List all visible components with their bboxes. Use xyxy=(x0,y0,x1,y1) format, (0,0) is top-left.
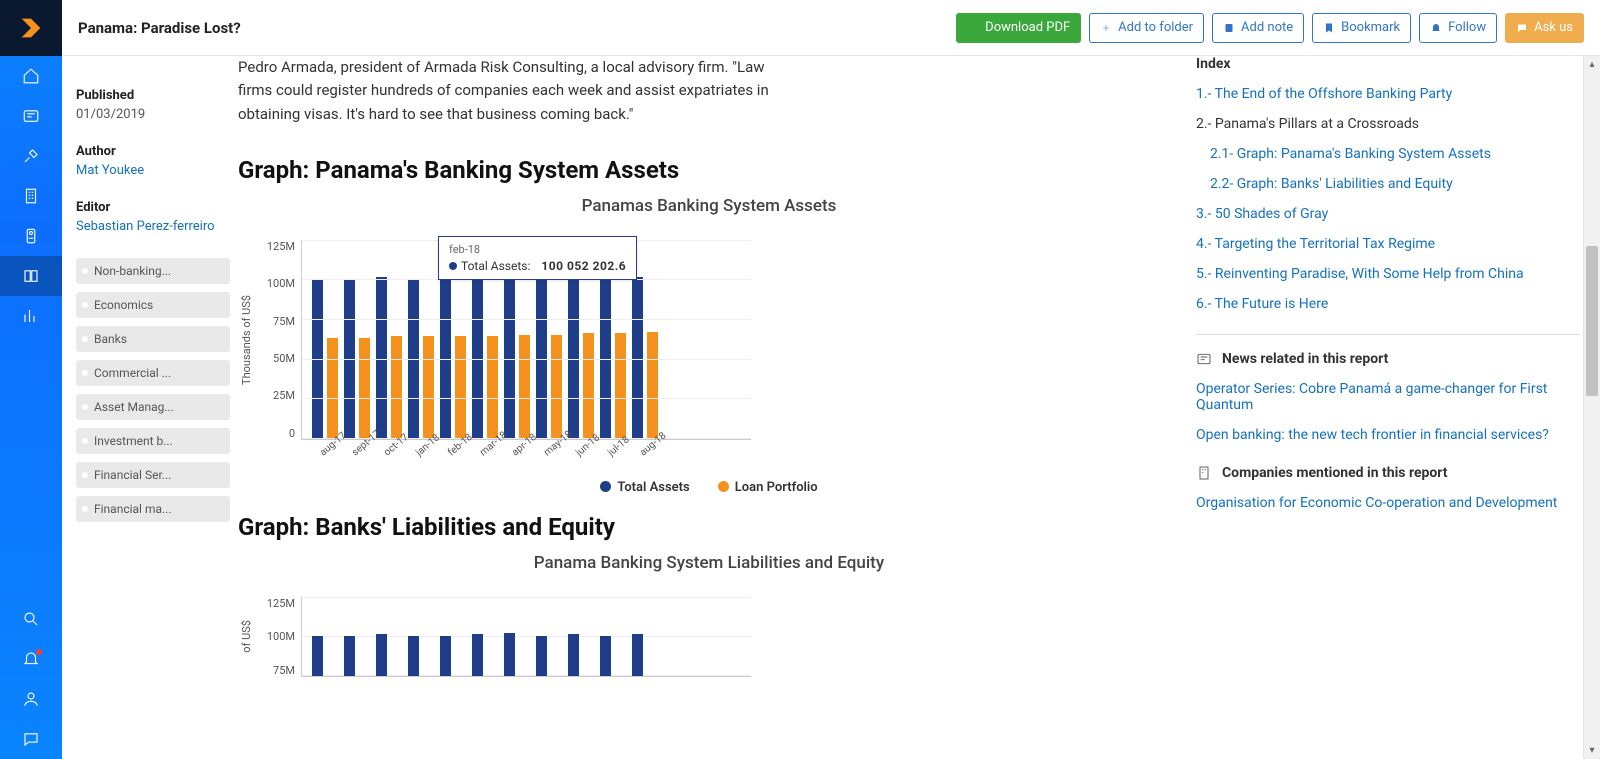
nav-data[interactable] xyxy=(0,296,62,336)
tooltip-month: feb-18 xyxy=(449,243,626,256)
nav-home[interactable] xyxy=(0,56,62,96)
author-link[interactable]: Mat Youkee xyxy=(76,163,230,178)
topbar: Panama: Paradise Lost? Download PDF Add … xyxy=(62,0,1600,56)
toc-item[interactable]: 2.1- Graph: Panama's Banking System Asse… xyxy=(1196,146,1580,162)
chart2-heading: Graph: Banks' Liabilities and Equity xyxy=(238,513,1180,541)
nav-tools[interactable] xyxy=(0,136,62,176)
news-link[interactable]: Open banking: the new tech frontier in f… xyxy=(1196,427,1580,443)
chart1-plot[interactable]: feb-18 Total Assets: 100 052 202.6 xyxy=(301,240,751,440)
tag[interactable]: Economics xyxy=(76,292,230,318)
companies-section-label: Companies mentioned in this report xyxy=(1222,465,1448,481)
bar-group[interactable] xyxy=(598,279,628,439)
nav-account[interactable] xyxy=(0,679,62,719)
tag[interactable]: Non-banking... xyxy=(76,258,230,284)
editor-label: Editor xyxy=(76,200,230,215)
toc-item[interactable]: 5.- Reinventing Paradise, With Some Help… xyxy=(1196,266,1580,282)
bar-group[interactable] xyxy=(342,279,372,439)
published-value: 01/03/2019 xyxy=(76,107,230,122)
bar-group[interactable] xyxy=(310,279,340,439)
tag[interactable]: Banks xyxy=(76,326,230,352)
tag[interactable]: Financial Ser... xyxy=(76,462,230,488)
article-paragraph: Pedro Armada, president of Armada Risk C… xyxy=(238,56,798,126)
ask-us-button[interactable]: Ask us xyxy=(1505,13,1584,43)
ask-us-label: Ask us xyxy=(1534,20,1573,35)
chart2-y-axis-label: of US$ xyxy=(238,620,255,653)
chart2-block: Panama Banking System Liabilities and Eq… xyxy=(238,553,1180,677)
tag[interactable]: Financial ma... xyxy=(76,496,230,522)
chart1-legend: Total Assets Loan Portfolio xyxy=(238,480,1180,495)
toc-item[interactable]: 6.- The Future is Here xyxy=(1196,296,1580,312)
add-note-label: Add note xyxy=(1241,20,1293,35)
article-body: Pedro Armada, president of Armada Risk C… xyxy=(238,56,1196,759)
bar-group[interactable] xyxy=(502,276,532,439)
author-label: Author xyxy=(76,144,230,159)
add-note-button[interactable]: Add note xyxy=(1212,13,1304,43)
chart1-y-axis-label: Thousands of US$ xyxy=(238,295,255,385)
bar-group[interactable] xyxy=(406,279,436,439)
toc-item[interactable]: 4.- Targeting the Territorial Tax Regime xyxy=(1196,236,1580,252)
nav-reports[interactable] xyxy=(0,256,62,296)
chart1-title: Panamas Banking System Assets xyxy=(238,196,1180,216)
news-section-header: News related in this report xyxy=(1196,351,1580,367)
toc-item[interactable]: 2.2- Graph: Banks' Liabilities and Equit… xyxy=(1196,176,1580,192)
bar-group[interactable] xyxy=(438,279,468,439)
editor-link[interactable]: Sebastian Perez-ferreiro xyxy=(76,219,230,234)
add-to-folder-button[interactable]: Add to folder xyxy=(1089,13,1204,43)
chart2-title: Panama Banking System Liabilities and Eq… xyxy=(238,553,1180,573)
companies-section-header: Companies mentioned in this report xyxy=(1196,465,1580,481)
nav-search[interactable] xyxy=(0,599,62,639)
bar-group[interactable] xyxy=(374,277,404,439)
toc-item[interactable]: 1.- The End of the Offshore Banking Part… xyxy=(1196,86,1580,102)
tooltip-series-label: Total Assets: xyxy=(461,259,530,273)
bookmark-label: Bookmark xyxy=(1341,20,1400,35)
chart1-block: Panamas Banking System Assets Thousands … xyxy=(238,196,1180,495)
chart1-tooltip: feb-18 Total Assets: 100 052 202.6 xyxy=(438,236,637,280)
sidebar: Index 1.- The End of the Offshore Bankin… xyxy=(1196,56,1600,759)
bar-group[interactable] xyxy=(534,279,564,439)
legend-label-a: Total Assets xyxy=(617,480,689,495)
follow-label: Follow xyxy=(1448,20,1486,35)
company-link[interactable]: Organisation for Economic Co-operation a… xyxy=(1196,495,1580,511)
left-rail xyxy=(0,0,62,759)
news-link[interactable]: Operator Series: Cobre Panamá a game-cha… xyxy=(1196,381,1580,413)
scroll-up-icon[interactable]: ▴ xyxy=(1584,56,1600,73)
toc-item[interactable]: 3.- 50 Shades of Gray xyxy=(1196,206,1580,222)
scroll-down-icon[interactable]: ▾ xyxy=(1584,742,1600,759)
download-pdf-label: Download PDF xyxy=(985,20,1070,35)
add-to-folder-label: Add to folder xyxy=(1118,20,1193,35)
scrollbar-thumb[interactable] xyxy=(1586,246,1598,396)
tag[interactable]: Commercial ... xyxy=(76,360,230,386)
app-logo[interactable] xyxy=(0,0,62,56)
nav-chat[interactable] xyxy=(0,719,62,759)
nav-notifications[interactable] xyxy=(0,639,62,679)
toc-item: 2.- Panama's Pillars at a Crossroads xyxy=(1196,116,1580,132)
legend-label-b: Loan Portfolio xyxy=(735,480,818,495)
tooltip-value: 100 052 202.6 xyxy=(541,259,626,273)
nav-people[interactable] xyxy=(0,216,62,256)
bar-group[interactable] xyxy=(566,277,596,439)
index-label: Index xyxy=(1196,56,1580,72)
follow-button[interactable]: Follow xyxy=(1419,13,1497,43)
legend-dot-b xyxy=(718,481,729,492)
bookmark-button[interactable]: Bookmark xyxy=(1312,13,1411,43)
nav-companies[interactable] xyxy=(0,176,62,216)
page-scrollbar[interactable]: ▴ ▾ xyxy=(1583,56,1600,759)
tag[interactable]: Asset Manag... xyxy=(76,394,230,420)
bar-group[interactable] xyxy=(470,277,500,439)
chart1-heading: Graph: Panama's Banking System Assets xyxy=(238,156,1180,184)
legend-dot-a xyxy=(600,481,611,492)
chart2-plot[interactable] xyxy=(301,597,751,677)
published-label: Published xyxy=(76,88,230,103)
meta-column: Published 01/03/2019 Author Mat Youkee E… xyxy=(62,56,238,759)
page-title: Panama: Paradise Lost? xyxy=(78,19,948,37)
nav-news[interactable] xyxy=(0,96,62,136)
download-pdf-button[interactable]: Download PDF xyxy=(956,13,1081,43)
news-section-label: News related in this report xyxy=(1222,351,1388,367)
bar-group[interactable] xyxy=(630,277,660,439)
tag[interactable]: Investment b... xyxy=(76,428,230,454)
